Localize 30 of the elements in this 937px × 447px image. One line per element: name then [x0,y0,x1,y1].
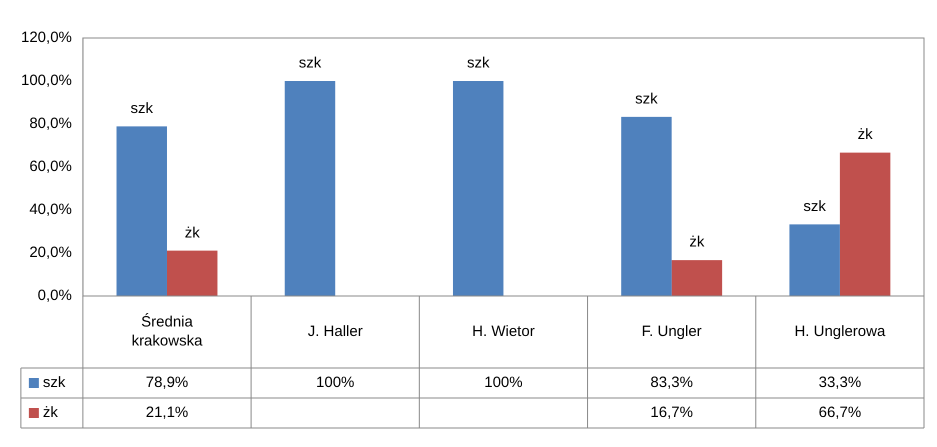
legend-label: żk [42,404,58,422]
legend-label: szk [42,374,66,392]
data-label: 78,9% [146,374,188,392]
y-tick-label: 20,0% [29,244,72,262]
data-label: 33,3% [818,374,862,392]
y-tick-label: 80,0% [29,115,72,132]
x-tick-label: F. Ungler [642,323,702,340]
text: szk [466,54,490,72]
data-label: 100% [484,374,523,392]
x-tick-label: H. Unglerowa [794,323,886,340]
x-tick-label: H. Wietor [472,323,535,340]
x-tick-label: J. Haller [308,323,363,340]
data-label: 83,3% [650,374,693,392]
text: żk [858,126,873,144]
x-tick-label: Średnia krakowska [132,312,204,350]
y-tick-label: 40,0% [29,201,72,218]
y-tick-label: 60,0% [29,158,72,176]
y-tick-label: 100,0% [21,72,72,90]
text: żk [184,224,200,242]
text: żk [689,234,704,251]
data-label: 16,7% [650,404,693,422]
text: szk [635,90,658,108]
text: szk [803,198,826,216]
data-label: 66,7% [818,404,862,422]
y-tick-label: 120,0% [21,29,72,46]
data-label: 100% [316,374,354,392]
y-tick-label: 0,0% [38,287,72,304]
text: szk [298,54,322,72]
text: szk [130,100,154,118]
data-label: 21,1% [146,404,188,422]
